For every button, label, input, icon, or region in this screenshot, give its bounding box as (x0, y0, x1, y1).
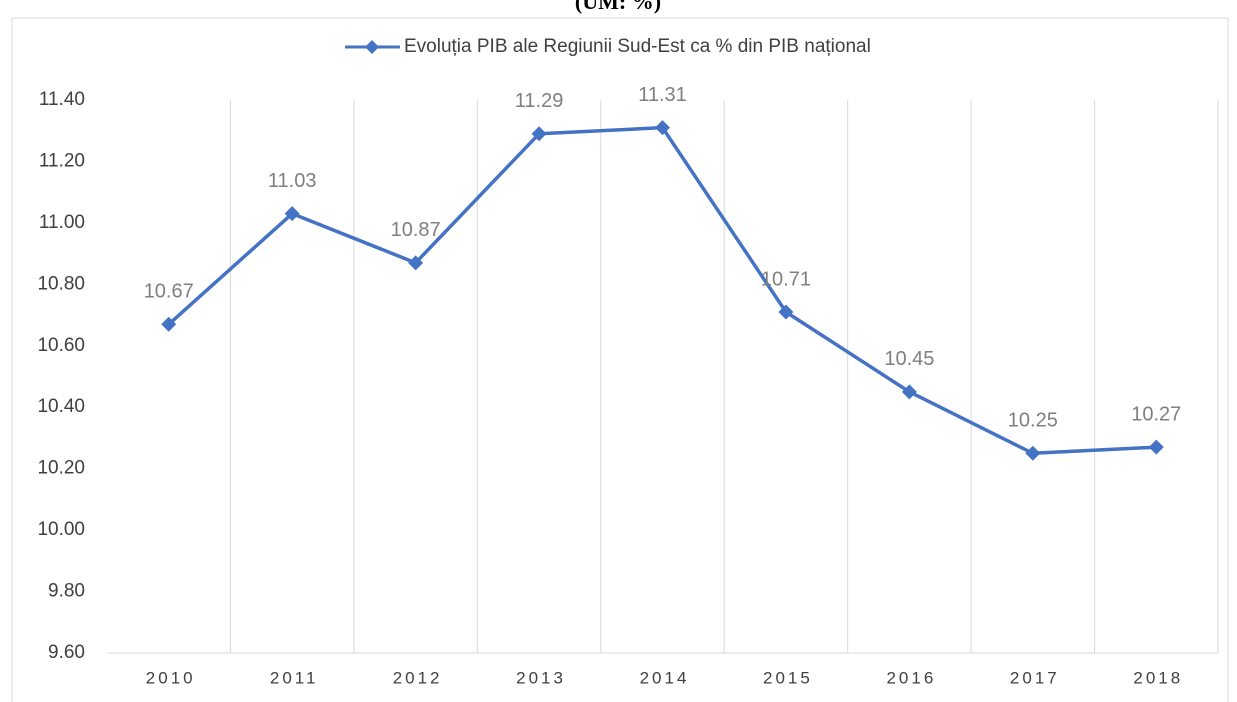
x-tick-label: 2015 (763, 668, 813, 687)
data-label: 10.25 (1008, 410, 1058, 432)
y-tick-label: 9.60 (48, 642, 85, 663)
data-label: 10.87 (391, 219, 441, 241)
chart-title: (UM: %) (575, 0, 661, 14)
point-marker (778, 304, 794, 320)
chart-frame (11, 17, 1229, 702)
x-tick-label: 2014 (640, 668, 690, 687)
y-tick-label: 9.80 (48, 581, 85, 602)
y-tick-label: 10.20 (37, 458, 85, 479)
x-tick-label: 2010 (146, 668, 196, 687)
y-tick-label: 10.00 (37, 519, 85, 540)
x-tick-label: 2011 (270, 668, 319, 687)
y-tick-label: 10.60 (37, 335, 85, 356)
data-label: 10.45 (884, 348, 934, 370)
data-label: 10.67 (144, 281, 194, 303)
point-marker (161, 316, 177, 332)
point-marker (531, 126, 547, 142)
data-label: 11.03 (268, 170, 317, 192)
point-marker (408, 255, 424, 271)
x-tick-label: 2013 (516, 668, 566, 687)
point-marker (1025, 445, 1041, 461)
point-marker (1148, 439, 1164, 455)
data-label: 10.71 (761, 268, 811, 290)
legend-marker (365, 40, 379, 54)
y-tick-label: 10.80 (37, 273, 85, 294)
point-marker (284, 206, 300, 222)
y-tick-label: 10.40 (37, 396, 85, 417)
legend-label: Evoluția PIB ale Regiunii Sud-Est ca % d… (404, 36, 871, 57)
x-tick-label: 2016 (886, 668, 936, 687)
data-label: 11.29 (515, 90, 564, 112)
y-tick-label: 11.20 (39, 150, 85, 171)
x-tick-label: 2012 (393, 668, 443, 687)
data-label: 11.31 (638, 84, 687, 106)
x-tick-label: 2018 (1133, 668, 1183, 687)
data-label: 10.27 (1131, 403, 1181, 425)
y-tick-label: 11.00 (39, 212, 85, 233)
point-marker (901, 384, 917, 400)
point-marker (655, 120, 670, 136)
y-tick-label: 11.40 (39, 89, 85, 110)
x-tick-label: 2017 (1010, 668, 1060, 687)
